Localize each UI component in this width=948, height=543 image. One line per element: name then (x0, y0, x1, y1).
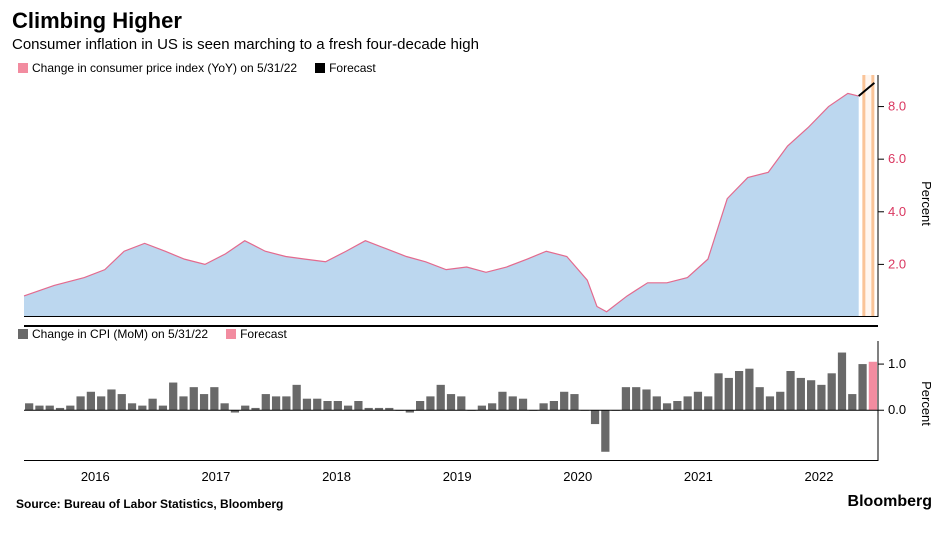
top-chart-svg: 2.0 4.0 6.0 8.0 (12, 75, 936, 317)
legend-swatch (18, 329, 28, 339)
xaxis-tick: 2020 (563, 469, 592, 484)
bottom-chart-svg: 0.0 1.0 (12, 341, 936, 461)
xaxis-tick: 2018 (322, 469, 351, 484)
bottom-legend: Change in CPI (MoM) on 5/31/22 Forecast (12, 327, 936, 341)
source-text: Source: Bureau of Labor Statistics, Bloo… (16, 497, 283, 511)
x-axis: 2016 2017 2018 2019 2020 2021 2022 (24, 469, 892, 491)
svg-text:4.0: 4.0 (888, 204, 906, 219)
xaxis-tick: 2022 (805, 469, 834, 484)
legend-swatch (315, 63, 325, 73)
legend-swatch (226, 329, 236, 339)
brand-text: Bloomberg (848, 493, 932, 511)
svg-text:2.0: 2.0 (888, 256, 906, 271)
chart-subtitle: Consumer inflation in US is seen marchin… (12, 36, 936, 53)
top-yaxis-label: Percent (919, 181, 934, 226)
xaxis-tick: 2016 (81, 469, 110, 484)
bottom-chart-area: Change in CPI (MoM) on 5/31/22 Forecast 0… (12, 327, 936, 465)
legend-swatch (18, 63, 28, 73)
svg-text:1.0: 1.0 (888, 356, 906, 371)
top-legend: Change in consumer price index (YoY) on … (12, 61, 936, 75)
xaxis-tick: 2017 (201, 469, 230, 484)
svg-text:6.0: 6.0 (888, 151, 906, 166)
xaxis-tick: 2021 (684, 469, 713, 484)
bottom-yaxis-label: Percent (919, 381, 934, 426)
legend-label: Change in consumer price index (YoY) on … (32, 61, 297, 75)
chart-title: Climbing Higher (12, 8, 936, 34)
legend-label: Change in CPI (MoM) on 5/31/22 (32, 327, 208, 341)
svg-text:8.0: 8.0 (888, 99, 906, 114)
xaxis-tick: 2019 (443, 469, 472, 484)
top-chart-area: Change in consumer price index (YoY) on … (12, 61, 936, 325)
legend-label: Forecast (329, 61, 376, 75)
legend-label: Forecast (240, 327, 287, 341)
svg-text:0.0: 0.0 (888, 402, 906, 417)
